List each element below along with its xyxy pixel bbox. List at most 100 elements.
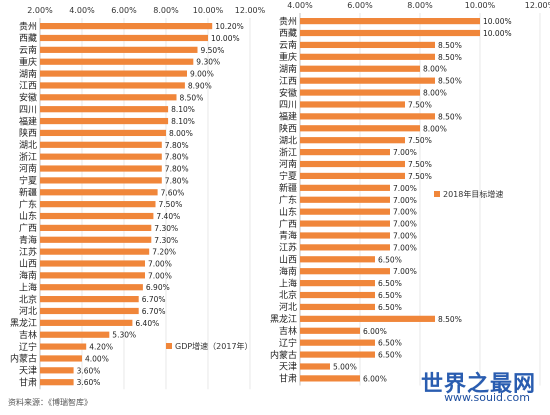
category-label: 上海: [279, 277, 297, 289]
value-label: 7.30%: [154, 236, 178, 245]
value-label: 7.00%: [393, 231, 417, 240]
category-label: 重庆: [279, 51, 297, 63]
bar: [40, 94, 177, 101]
value-label: 7.00%: [393, 243, 417, 252]
x-tick-label: 8.00%: [407, 1, 433, 10]
bar: [40, 296, 139, 303]
category-label: 福建: [19, 115, 37, 127]
value-label: 7.00%: [393, 148, 417, 157]
value-label: 4.00%: [85, 354, 109, 363]
value-label: 6.90%: [146, 283, 170, 292]
bar: [300, 327, 360, 334]
value-label: 10.00%: [211, 34, 240, 43]
bar: [300, 303, 375, 311]
legend-swatch: [166, 343, 172, 349]
value-label: 6.50%: [378, 303, 402, 312]
value-label: 9.00%: [190, 70, 214, 79]
bar: [40, 260, 145, 267]
watermark-logo: 世界之最网: [420, 372, 536, 397]
bar: [300, 149, 390, 156]
x-tick-label: 12.00%: [525, 1, 550, 10]
category-label: 山西: [19, 259, 37, 270]
bar: [300, 125, 420, 132]
category-label: 青海: [279, 230, 297, 242]
bar: [40, 248, 150, 255]
category-label: 陕西: [19, 127, 37, 139]
category-label: 辽宁: [19, 341, 37, 353]
category-label: 山西: [279, 255, 297, 266]
category-label: 浙江: [19, 151, 37, 163]
value-label: 7.20%: [152, 248, 176, 257]
bar: [40, 117, 169, 125]
category-label: 北京: [19, 293, 37, 305]
value-label: 7.50%: [408, 160, 432, 169]
category-label: 内蒙古: [10, 353, 37, 365]
bar: [300, 375, 360, 382]
value-label: 7.80%: [165, 141, 189, 150]
category-label: 西藏: [279, 27, 297, 39]
value-label: 7.00%: [148, 271, 172, 280]
value-label: 8.00%: [423, 124, 447, 133]
category-label: 安徽: [19, 92, 37, 104]
category-label: 江西: [279, 76, 297, 87]
bar: [40, 379, 74, 386]
value-label: 5.00%: [333, 362, 357, 371]
category-label: 天津: [19, 366, 37, 377]
bar: [40, 236, 152, 243]
bar: [300, 208, 390, 215]
bar: [40, 355, 82, 362]
category-label: 福建: [279, 111, 297, 123]
x-tick-label: 6.00%: [347, 1, 373, 10]
category-label: 吉林: [19, 329, 37, 341]
value-label: 7.00%: [148, 260, 172, 269]
bar: [300, 339, 375, 346]
value-label: 7.00%: [393, 196, 417, 205]
bar: [40, 319, 133, 326]
value-label: 6.40%: [135, 319, 159, 328]
category-label: 甘肃: [279, 373, 297, 385]
x-tick-label: 10.00%: [465, 1, 496, 10]
bar: [40, 129, 166, 137]
bar: [40, 212, 154, 220]
bar: [300, 291, 375, 299]
value-label: 7.30%: [154, 224, 178, 233]
category-label: 重庆: [19, 56, 37, 68]
value-label: 9.30%: [196, 58, 220, 67]
value-label: 10.00%: [483, 29, 512, 38]
category-label: 贵州: [279, 15, 297, 27]
bar: [40, 82, 185, 89]
category-label: 辽宁: [279, 337, 297, 349]
value-label: 6.70%: [142, 295, 166, 304]
value-label: 6.50%: [378, 351, 402, 360]
bar: [300, 41, 435, 49]
bar: [300, 77, 435, 84]
bar: [300, 244, 390, 251]
value-label: 7.00%: [393, 267, 417, 276]
bar: [300, 315, 435, 322]
bar: [40, 153, 162, 160]
value-label: 7.50%: [159, 200, 183, 209]
bar: [300, 89, 420, 96]
bar: [40, 58, 194, 65]
bar: [40, 367, 74, 374]
value-label: 9.50%: [201, 46, 225, 55]
category-label: 黑龙江: [270, 313, 297, 325]
legend-label: GDP增速（2017年）: [175, 341, 253, 351]
value-label: 10.00%: [483, 17, 512, 26]
x-tick-label: 4.00%: [69, 6, 95, 15]
category-label: 湖北: [279, 135, 297, 146]
category-label: 吉林: [279, 325, 297, 337]
category-label: 新疆: [279, 182, 297, 194]
bar: [300, 256, 375, 263]
value-label: 8.50%: [438, 41, 462, 50]
bar: [40, 307, 139, 315]
bar: [300, 280, 375, 287]
x-tick-label: 4.00%: [287, 1, 313, 10]
source-note: 资料来源：《博瑞智库》: [8, 398, 92, 407]
category-label: 四川: [279, 101, 297, 111]
bar: [40, 343, 87, 350]
bar: [300, 172, 405, 180]
x-tick-label: 10.00%: [193, 6, 224, 15]
bar: [300, 101, 405, 108]
